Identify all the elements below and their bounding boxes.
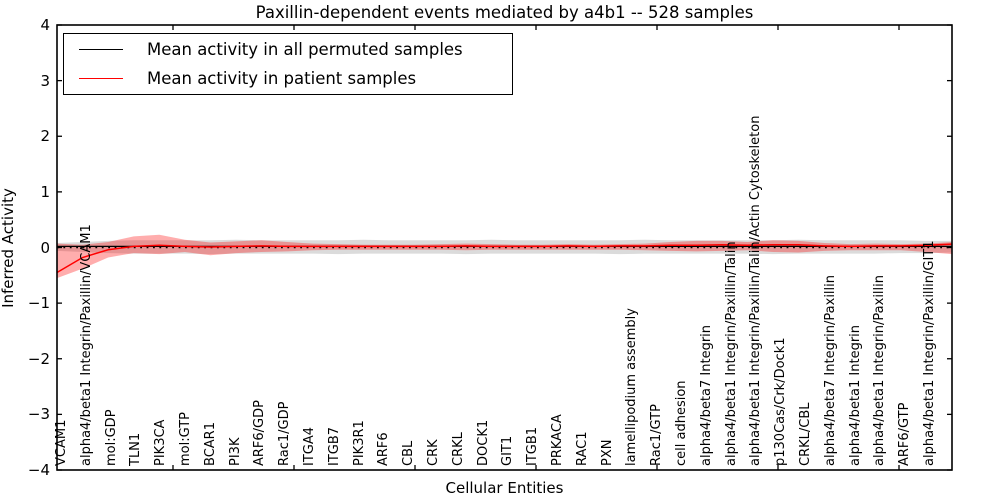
- x-category-label: alpha4/beta1 Integrin/Paxillin/VCAM1: [78, 224, 94, 466]
- permuted-line-sample-icon: [79, 49, 123, 51]
- x-category-label: ITGB1: [525, 426, 541, 466]
- x-category-label: DOCK1: [475, 419, 491, 466]
- y-tick-label: −4: [27, 461, 50, 479]
- y-tick-label: −1: [27, 294, 50, 313]
- x-category-label: ARF6/GTP: [897, 402, 913, 466]
- x-category-label: CRKL: [450, 432, 466, 466]
- x-category-label: alpha4/beta1 Integrin/Paxillin/GIT1: [922, 240, 937, 466]
- x-category-label: mol:GTP: [178, 412, 193, 466]
- y-tick-label: 3: [40, 71, 50, 90]
- x-category-label: lamellipodium assembly: [624, 308, 640, 466]
- x-category-label: PRKACA: [550, 414, 565, 466]
- x-category-label: cell adhesion: [674, 380, 689, 466]
- x-category-label: Rac1/GDP: [277, 401, 293, 466]
- x-category-label: p130Cas/Crk/Dock1: [773, 337, 789, 466]
- x-category-label: VCAM1: [54, 419, 69, 466]
- x-category-label: PIK3R1: [351, 420, 367, 466]
- chart-title: Paxillin-dependent events mediated by a4…: [255, 3, 754, 22]
- x-category-label: alpha4/beta7 Integrin: [698, 324, 714, 466]
- x-category-label: CRK: [426, 439, 441, 466]
- x-category-label: alpha4/beta1 Integrin/Paxillin/Talin/Act…: [748, 115, 764, 466]
- x-category-label: alpha4/beta1 Integrin/Paxillin: [872, 274, 888, 466]
- patient-line-sample-icon: [79, 77, 123, 79]
- x-category-label: PXN: [599, 439, 615, 466]
- x-category-label: alpha4/beta7 Integrin/Paxillin: [822, 274, 838, 466]
- legend-label-permuted: Mean activity in all permuted samples: [147, 40, 463, 60]
- x-category-label: alpha4/beta1 Integrin: [847, 324, 863, 466]
- x-axis-label: Cellular Entities: [445, 479, 564, 497]
- y-tick-label: −3: [27, 405, 50, 424]
- x-category-label: PIK3CA: [153, 419, 169, 466]
- x-category-label: BCAR1: [202, 422, 218, 466]
- x-category-label: PI3K: [227, 437, 243, 466]
- legend-label-patient: Mean activity in patient samples: [147, 68, 417, 88]
- x-category-label: ITGB7: [326, 426, 342, 466]
- x-category-label: ARF6: [376, 432, 392, 466]
- y-tick-label: 4: [40, 16, 50, 34]
- x-category-label: ARF6/GDP: [252, 400, 268, 466]
- y-tick-label: 2: [40, 127, 50, 146]
- x-category-label: Rac1/GTP: [649, 404, 665, 466]
- legend: Mean activity in all permuted samples Me…: [63, 33, 513, 95]
- legend-entry-permuted: Mean activity in all permuted samples: [64, 37, 512, 63]
- patient-mean-line: [56, 243, 953, 274]
- x-category-label: TLN1: [128, 432, 144, 466]
- legend-entry-patient: Mean activity in patient samples: [64, 65, 512, 91]
- y-tick-label: 0: [40, 238, 50, 257]
- x-category-label: CBL: [401, 440, 417, 466]
- y-tick-label: −2: [27, 349, 50, 368]
- y-tick-label: 1: [40, 182, 50, 201]
- x-category-label: RAC1: [574, 431, 590, 466]
- x-category-label: alpha4/beta1 Integrin/Paxillin/Talin: [723, 241, 739, 466]
- x-category-label: CRKL/CBL: [798, 402, 813, 467]
- x-category-label: mol:GDP: [103, 409, 119, 466]
- x-category-label: GIT1: [500, 435, 516, 466]
- x-category-label: ITGA4: [302, 426, 317, 466]
